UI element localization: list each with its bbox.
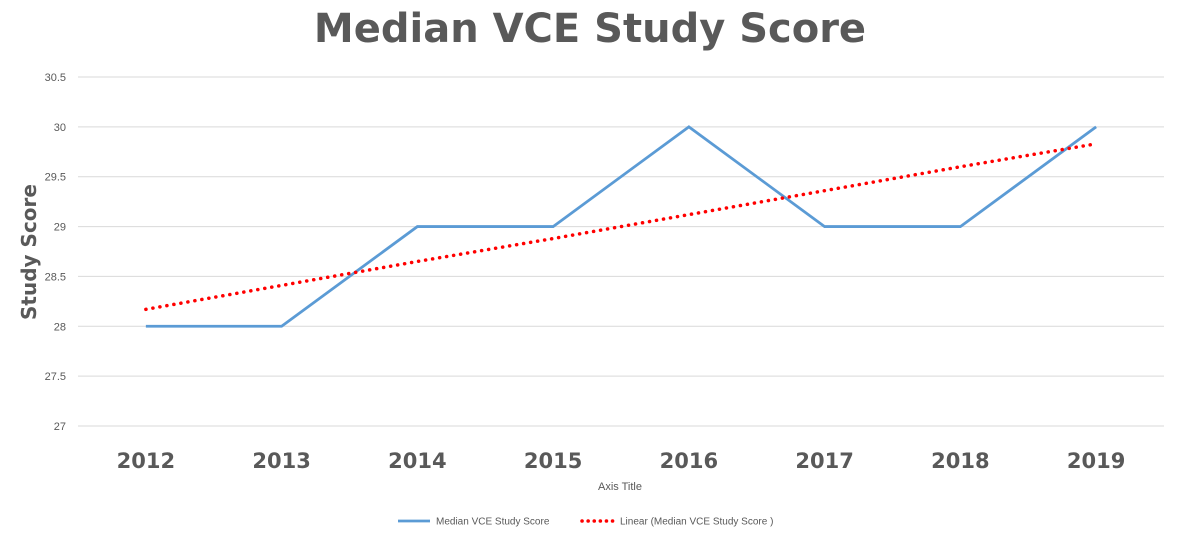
y-axis-title: Study Score [17, 184, 41, 320]
y-tick-label: 27 [54, 421, 66, 433]
y-tick-label: 30 [54, 122, 66, 134]
x-tick-label: 2013 [252, 449, 310, 473]
chart-title: Median VCE Study Score [314, 6, 866, 52]
y-tick-label: 29.5 [45, 172, 66, 184]
legend: Median VCE Study Score Linear (Median VCE… [398, 517, 773, 528]
x-tick-label: 2012 [117, 449, 175, 473]
y-tick-label: 30.5 [45, 72, 66, 84]
series-line [145, 125, 1097, 328]
x-tick-label: 2017 [795, 449, 853, 473]
x-axis-ticks: 2012 2013 2014 2015 2016 2017 2018 2019 [117, 449, 1126, 473]
legend-label: Median VCE Study Score [436, 517, 550, 528]
y-tick-label: 27.5 [45, 371, 66, 383]
y-tick-label: 28.5 [45, 271, 66, 283]
legend-label: Linear (Median VCE Study Score ) [620, 517, 773, 528]
y-tick-label: 29 [54, 222, 66, 234]
x-tick-label: 2015 [524, 449, 582, 473]
series-layer [144, 125, 1098, 328]
y-axis-ticks: 27 27.5 28 28.5 29 29.5 30 30.5 [45, 72, 66, 433]
x-tick-label: 2014 [388, 449, 446, 473]
x-tick-label: 2019 [1067, 449, 1125, 473]
x-tick-label: 2016 [660, 449, 718, 473]
trendline [144, 142, 1098, 312]
gridlines [78, 76, 1164, 427]
x-tick-label: 2018 [931, 449, 989, 473]
y-tick-label: 28 [54, 321, 66, 333]
x-axis-title: Axis Title [598, 481, 642, 493]
